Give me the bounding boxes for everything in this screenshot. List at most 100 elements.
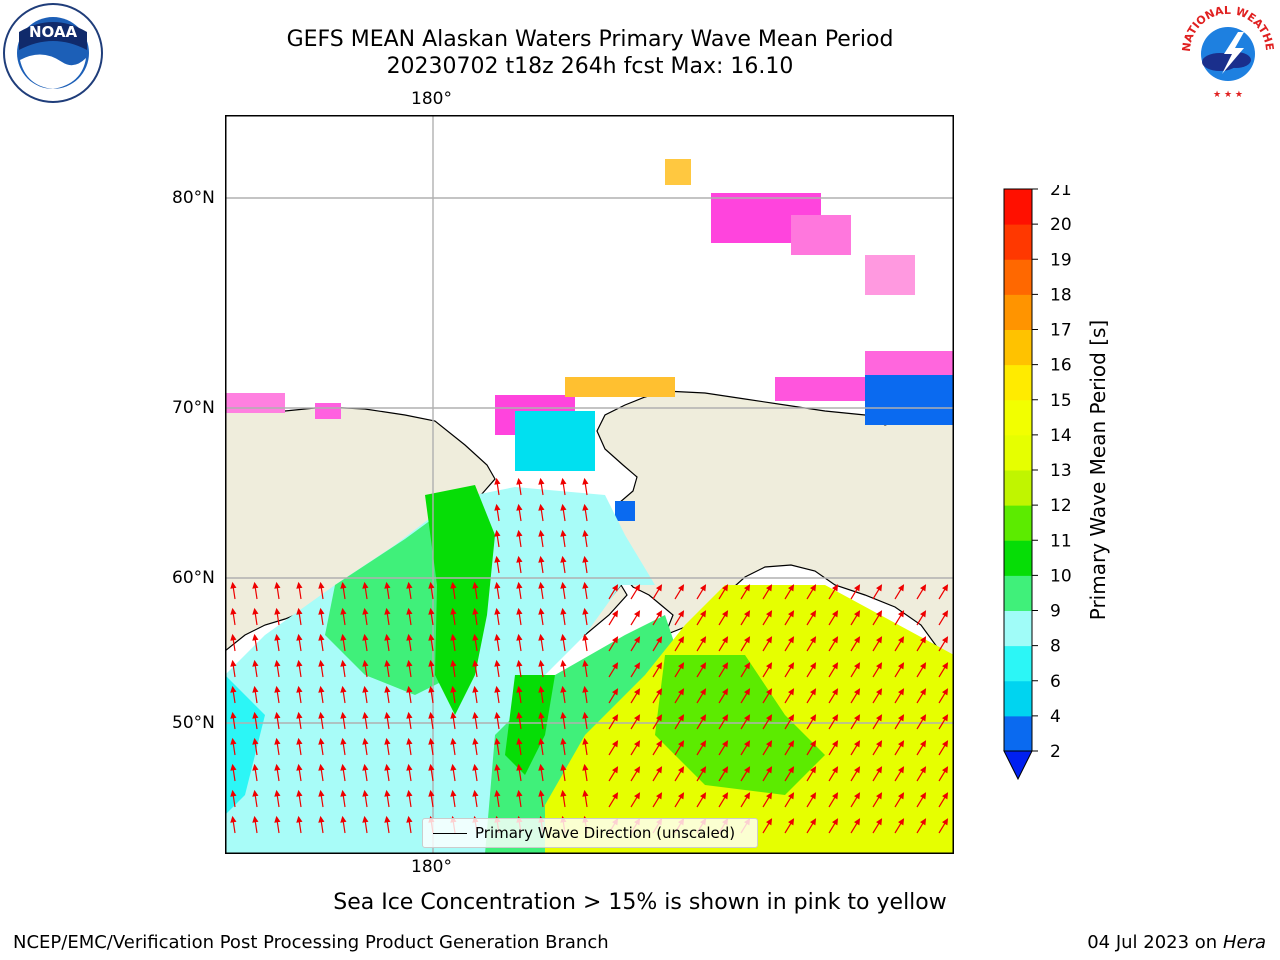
wave-arrow-head <box>340 659 347 667</box>
wave-arrow-head <box>450 581 457 589</box>
wave-arrow-head <box>810 662 817 670</box>
wave-arrow-head <box>472 659 479 667</box>
wave-arrow-head <box>656 610 663 618</box>
wave-arrow-head <box>832 714 839 722</box>
wave-arrow-head <box>296 607 303 615</box>
wave-arrow-head <box>700 792 707 800</box>
wave-arrow-head <box>340 737 347 745</box>
wave-arrow-head <box>516 711 523 719</box>
wave-arrow-head <box>854 714 861 722</box>
wave-arrow-head <box>516 503 523 511</box>
wave-arrow-head <box>582 633 589 641</box>
wave-arrow-head <box>560 711 567 719</box>
wave-arrow-head <box>516 581 523 589</box>
wave-arrow-head <box>582 607 589 615</box>
wave-arrow-head <box>744 714 751 722</box>
wave-arrow-head <box>700 662 707 670</box>
footer-left: NCEP/EMC/Verification Post Processing Pr… <box>13 932 609 953</box>
wave-arrow-head <box>582 711 589 719</box>
wave-arrow-head <box>920 584 927 592</box>
colorbar-segment <box>1004 680 1032 717</box>
wave-arrow-head <box>362 607 369 615</box>
wave-arrow-head <box>656 584 663 592</box>
wave-arrow-head <box>318 685 325 693</box>
wave-arrow-head <box>942 766 949 774</box>
wave-arrow-head <box>766 584 773 592</box>
wave-arrow-head <box>340 633 347 641</box>
wave-arrow-head <box>318 607 325 615</box>
wave-arrow-head <box>744 740 751 748</box>
wave-arrow-head <box>744 636 751 644</box>
wave-arrow-head <box>230 685 237 693</box>
wave-arrow-head <box>560 581 567 589</box>
wave-arrow-head <box>942 792 949 800</box>
colorbar-tick-label: 13 <box>1050 461 1072 481</box>
wave-arrow-head <box>362 737 369 745</box>
footer-right: 04 Jul 2023 on Hera <box>1087 932 1266 953</box>
wave-arrow-head <box>854 584 861 592</box>
wave-arrow-head <box>516 477 523 485</box>
wave-arrow-head <box>230 711 237 719</box>
wave-arrow-head <box>428 685 435 693</box>
wave-arrow-head <box>722 792 729 800</box>
wave-arrow-head <box>854 688 861 696</box>
wave-arrow-head <box>318 659 325 667</box>
wave-arrow-head <box>582 659 589 667</box>
colorbar-tick-label: 10 <box>1050 566 1072 586</box>
wave-arrow-head <box>560 633 567 641</box>
wave-arrow-head <box>296 633 303 641</box>
wave-arrow-head <box>810 714 817 722</box>
wave-arrow-head <box>656 636 663 644</box>
wave-arrow-head <box>472 685 479 693</box>
wave-arrow-head <box>538 503 545 511</box>
wave-arrow-head <box>898 714 905 722</box>
wave-arrow-head <box>612 636 619 644</box>
wave-arrow-head <box>230 737 237 745</box>
wave-arrow-head <box>494 581 501 589</box>
wave-arrow-head <box>230 763 237 771</box>
wave-arrow-head <box>678 636 685 644</box>
wave-arrow-head <box>634 714 641 722</box>
wave-arrow-head <box>832 766 839 774</box>
wave-arrow-head <box>678 584 685 592</box>
wave-arrow-head <box>634 584 641 592</box>
wave-arrow-head <box>340 763 347 771</box>
wave-arrow-head <box>538 607 545 615</box>
wave-arrow-head <box>582 503 589 511</box>
wave-arrow-head <box>744 610 751 618</box>
colorbar: 2 4 6 8 9 10 11 12 13 14 15 16 17 18 19 20 21 <box>1003 185 1072 781</box>
wave-arrow-head <box>538 685 545 693</box>
lon-label-bottom: 180° <box>411 857 452 877</box>
wave-arrow-head <box>634 740 641 748</box>
colorbar-segment <box>1004 434 1032 471</box>
wave-arrow-head <box>832 818 839 826</box>
short-period-areas <box>515 375 954 521</box>
wave-arrow-head <box>744 792 751 800</box>
wave-arrow-head <box>296 711 303 719</box>
wave-arrow-head <box>516 789 523 797</box>
wave-arrow-head <box>898 740 905 748</box>
wave-arrow-head <box>722 766 729 774</box>
wave-arrow-head <box>700 766 707 774</box>
lon-label-top: 180° <box>411 89 452 109</box>
wave-arrow-head <box>582 529 589 537</box>
wave-arrow-head <box>898 584 905 592</box>
wave-arrow-head <box>612 740 619 748</box>
legend-label: Primary Wave Direction (unscaled) <box>475 824 736 842</box>
wave-arrow-head <box>296 789 303 797</box>
wave-arrow-head <box>230 815 237 823</box>
colorbar-segment <box>1004 505 1032 541</box>
wave-arrow-head <box>920 610 927 618</box>
wave-arrow-head <box>810 792 817 800</box>
wave-arrow-head <box>318 737 325 745</box>
wave-arrow-head <box>538 633 545 641</box>
wave-arrow-head <box>340 815 347 823</box>
colorbar-under-extension <box>1003 750 1033 781</box>
wave-arrow-head <box>788 766 795 774</box>
wave-arrow-head <box>450 737 457 745</box>
wave-arrow-head <box>406 763 413 771</box>
nws-logo: NATIONAL WEATHER SERVICE ★ ★ ★ <box>1178 2 1276 100</box>
wave-arrow-head <box>384 607 391 615</box>
wave-arrow-head <box>494 763 501 771</box>
wave-arrow-head <box>384 711 391 719</box>
